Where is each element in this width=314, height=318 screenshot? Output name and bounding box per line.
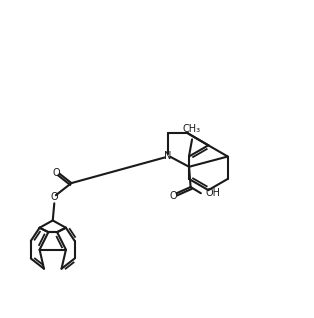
Text: O: O <box>52 168 60 178</box>
Text: O: O <box>51 192 58 202</box>
Text: CH₃: CH₃ <box>183 124 201 134</box>
Text: O: O <box>170 191 177 201</box>
Text: N: N <box>164 151 171 161</box>
Text: OH: OH <box>206 188 220 198</box>
